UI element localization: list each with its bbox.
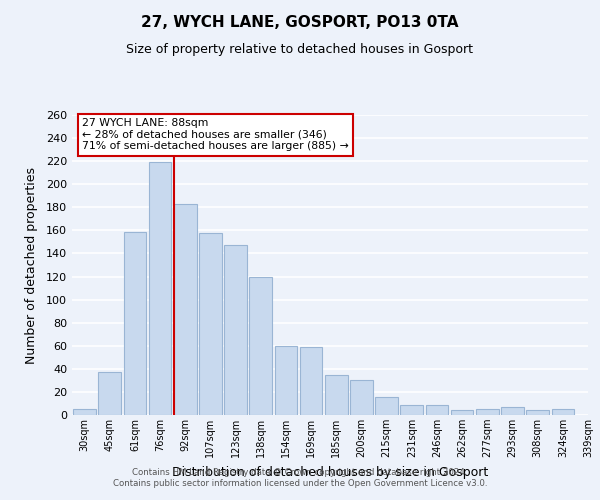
Bar: [124, 232, 146, 415]
Bar: [501, 407, 524, 415]
Text: Contains HM Land Registry data © Crown copyright and database right 2024.
Contai: Contains HM Land Registry data © Crown c…: [113, 468, 487, 487]
Bar: [149, 162, 172, 415]
Bar: [451, 410, 473, 415]
Bar: [325, 374, 347, 415]
Bar: [400, 404, 423, 415]
Bar: [224, 246, 247, 415]
Bar: [250, 276, 272, 415]
Bar: [376, 396, 398, 415]
Y-axis label: Number of detached properties: Number of detached properties: [25, 166, 38, 364]
Bar: [98, 372, 121, 415]
Bar: [476, 409, 499, 415]
Bar: [275, 346, 297, 415]
X-axis label: Distribution of detached houses by size in Gosport: Distribution of detached houses by size …: [172, 466, 488, 478]
Bar: [73, 409, 96, 415]
Bar: [526, 410, 549, 415]
Bar: [350, 380, 373, 415]
Bar: [199, 232, 222, 415]
Bar: [174, 204, 197, 415]
Text: Size of property relative to detached houses in Gosport: Size of property relative to detached ho…: [127, 42, 473, 56]
Text: 27, WYCH LANE, GOSPORT, PO13 0TA: 27, WYCH LANE, GOSPORT, PO13 0TA: [141, 15, 459, 30]
Bar: [425, 404, 448, 415]
Bar: [551, 409, 574, 415]
Bar: [300, 347, 322, 415]
Text: 27 WYCH LANE: 88sqm
← 28% of detached houses are smaller (346)
71% of semi-detac: 27 WYCH LANE: 88sqm ← 28% of detached ho…: [82, 118, 349, 151]
